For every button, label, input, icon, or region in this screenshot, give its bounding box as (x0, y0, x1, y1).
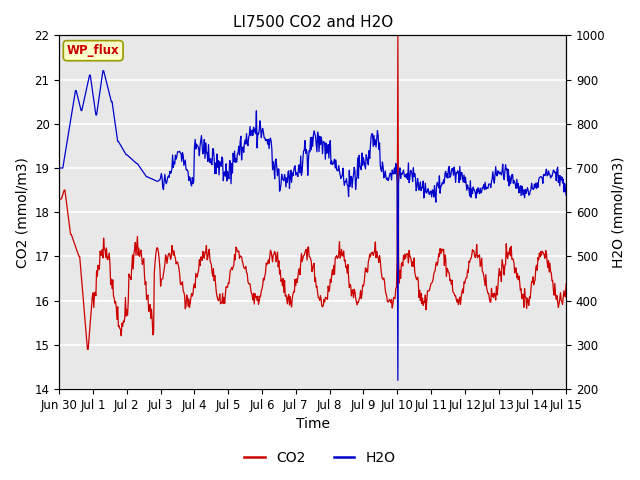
H2O (99, 68, 107, 73)
Y-axis label: H2O (mmol/m3): H2O (mmol/m3) (611, 156, 625, 268)
Text: WP_flux: WP_flux (67, 44, 120, 57)
H2O (394, 377, 402, 383)
H2O (189, 180, 197, 186)
CO2 (405, 248, 413, 253)
CO2 (563, 281, 570, 287)
CO2 (189, 291, 197, 297)
Line: CO2: CO2 (60, 36, 566, 349)
CO2 (355, 300, 362, 305)
CO2 (84, 347, 92, 352)
CO2 (168, 255, 175, 261)
H2O (305, 147, 313, 153)
CO2 (56, 196, 63, 202)
Y-axis label: CO2 (mmol/m3): CO2 (mmol/m3) (15, 157, 29, 268)
CO2 (394, 33, 402, 38)
CO2 (305, 254, 313, 260)
Legend: CO2, H2O: CO2, H2O (239, 445, 401, 471)
CO2 (517, 286, 525, 292)
Line: H2O: H2O (60, 71, 566, 380)
H2O (355, 176, 362, 181)
H2O (405, 180, 413, 186)
X-axis label: Time: Time (296, 418, 330, 432)
H2O (168, 170, 175, 176)
Title: LI7500 CO2 and H2O: LI7500 CO2 and H2O (232, 15, 393, 30)
H2O (56, 165, 63, 171)
H2O (517, 192, 525, 198)
H2O (563, 192, 570, 198)
